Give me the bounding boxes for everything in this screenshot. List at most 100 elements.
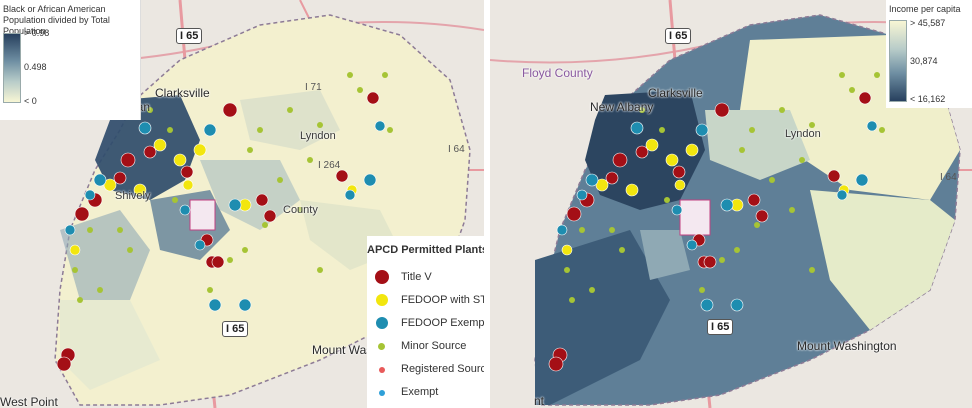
fedoop-exempt-marker[interactable] <box>855 173 869 187</box>
minor-source-marker[interactable] <box>317 122 323 128</box>
minor-source-marker[interactable] <box>307 157 313 163</box>
fedoop-exempt-marker[interactable] <box>363 173 377 187</box>
minor-source-marker[interactable] <box>849 87 855 93</box>
minor-source-marker[interactable] <box>117 227 123 233</box>
title-v-marker[interactable] <box>827 169 841 183</box>
minor-source-marker[interactable] <box>564 267 570 273</box>
fedoop-exempt-marker[interactable] <box>671 204 683 216</box>
title-v-marker[interactable] <box>703 255 717 269</box>
minor-source-marker[interactable] <box>619 247 625 253</box>
fedoop-exempt-marker[interactable] <box>238 298 252 312</box>
fedoop-star-marker[interactable] <box>153 138 167 152</box>
fedoop-exempt-marker[interactable] <box>556 224 568 236</box>
fedoop-exempt-marker[interactable] <box>576 189 588 201</box>
minor-source-marker[interactable] <box>799 157 805 163</box>
minor-source-marker[interactable] <box>382 72 388 78</box>
fedoop-exempt-marker[interactable] <box>686 239 698 251</box>
minor-source-marker[interactable] <box>754 222 760 228</box>
minor-source-marker[interactable] <box>317 267 323 273</box>
minor-source-marker[interactable] <box>127 247 133 253</box>
title-v-marker[interactable] <box>222 102 238 118</box>
minor-source-marker[interactable] <box>257 127 263 133</box>
minor-source-marker[interactable] <box>247 147 253 153</box>
minor-source-marker[interactable] <box>664 197 670 203</box>
minor-source-marker[interactable] <box>659 127 665 133</box>
title-v-marker[interactable] <box>113 171 127 185</box>
minor-source-marker[interactable] <box>277 177 283 183</box>
minor-source-marker[interactable] <box>749 127 755 133</box>
fedoop-star-marker[interactable] <box>645 138 659 152</box>
fedoop-exempt-marker[interactable] <box>630 121 644 135</box>
title-v-marker[interactable] <box>672 165 686 179</box>
right-map-income[interactable]: Floyd County New Albany Clarksville Lynd… <box>490 0 972 408</box>
fedoop-exempt-marker[interactable] <box>228 198 242 212</box>
minor-source-marker[interactable] <box>579 227 585 233</box>
fedoop-exempt-marker[interactable] <box>866 120 878 132</box>
fedoop-star-marker[interactable] <box>595 178 609 192</box>
fedoop-star-marker[interactable] <box>193 143 207 157</box>
minor-source-marker[interactable] <box>77 297 83 303</box>
minor-source-marker[interactable] <box>839 72 845 78</box>
minor-source-marker[interactable] <box>779 107 785 113</box>
left-map-black-population[interactable]: Clarksville ban Shively Lyndon County Mo… <box>0 0 484 408</box>
fedoop-exempt-marker[interactable] <box>695 123 709 137</box>
title-v-marker[interactable] <box>74 206 90 222</box>
minor-source-marker[interactable] <box>809 122 815 128</box>
minor-source-marker[interactable] <box>262 222 268 228</box>
minor-source-marker[interactable] <box>734 247 740 253</box>
minor-source-marker[interactable] <box>789 207 795 213</box>
minor-source-marker[interactable] <box>879 127 885 133</box>
minor-source-marker[interactable] <box>609 227 615 233</box>
fedoop-exempt-marker[interactable] <box>138 121 152 135</box>
fedoop-exempt-marker[interactable] <box>374 120 386 132</box>
fedoop-star-marker[interactable] <box>133 183 147 197</box>
minor-source-marker[interactable] <box>739 147 745 153</box>
minor-source-marker[interactable] <box>297 207 303 213</box>
fedoop-star-marker[interactable] <box>625 183 639 197</box>
title-v-marker[interactable] <box>335 169 349 183</box>
title-v-marker[interactable] <box>143 145 157 159</box>
title-v-marker[interactable] <box>56 356 72 372</box>
minor-source-marker[interactable] <box>147 107 153 113</box>
minor-source-marker[interactable] <box>357 87 363 93</box>
minor-source-marker[interactable] <box>769 177 775 183</box>
fedoop-star-marker[interactable] <box>674 179 686 191</box>
title-v-marker[interactable] <box>755 209 769 223</box>
fedoop-exempt-marker[interactable] <box>194 239 206 251</box>
minor-source-marker[interactable] <box>97 287 103 293</box>
fedoop-star-marker[interactable] <box>685 143 699 157</box>
fedoop-exempt-marker[interactable] <box>84 189 96 201</box>
minor-source-marker[interactable] <box>874 72 880 78</box>
fedoop-star-marker[interactable] <box>182 179 194 191</box>
fedoop-exempt-marker[interactable] <box>720 198 734 212</box>
fedoop-exempt-marker[interactable] <box>836 189 848 201</box>
minor-source-marker[interactable] <box>287 107 293 113</box>
fedoop-exempt-marker[interactable] <box>344 189 356 201</box>
title-v-marker[interactable] <box>120 152 136 168</box>
fedoop-exempt-marker[interactable] <box>730 298 744 312</box>
minor-source-marker[interactable] <box>639 107 645 113</box>
fedoop-exempt-marker[interactable] <box>64 224 76 236</box>
minor-source-marker[interactable] <box>589 287 595 293</box>
minor-source-marker[interactable] <box>72 267 78 273</box>
title-v-marker[interactable] <box>858 91 872 105</box>
title-v-marker[interactable] <box>548 356 564 372</box>
fedoop-exempt-marker[interactable] <box>203 123 217 137</box>
title-v-marker[interactable] <box>635 145 649 159</box>
minor-source-marker[interactable] <box>569 297 575 303</box>
title-v-marker[interactable] <box>211 255 225 269</box>
minor-source-marker[interactable] <box>167 127 173 133</box>
title-v-marker[interactable] <box>255 193 269 207</box>
minor-source-marker[interactable] <box>87 227 93 233</box>
title-v-marker[interactable] <box>714 102 730 118</box>
fedoop-exempt-marker[interactable] <box>93 173 107 187</box>
title-v-marker[interactable] <box>747 193 761 207</box>
fedoop-star-marker[interactable] <box>561 244 573 256</box>
fedoop-star-marker[interactable] <box>103 178 117 192</box>
title-v-marker[interactable] <box>366 91 380 105</box>
minor-source-marker[interactable] <box>719 257 725 263</box>
fedoop-exempt-marker[interactable] <box>585 173 599 187</box>
fedoop-exempt-marker[interactable] <box>208 298 222 312</box>
minor-source-marker[interactable] <box>387 127 393 133</box>
title-v-marker[interactable] <box>605 171 619 185</box>
